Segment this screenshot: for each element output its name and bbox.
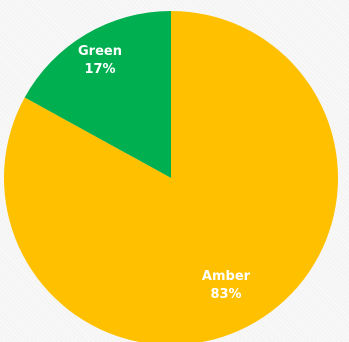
pie-slice-amber <box>4 11 338 342</box>
slice-label-amber-name: Amber <box>202 269 251 284</box>
slice-label-green-value: 17% <box>84 62 115 77</box>
pie-labels: Green 17% Amber 83% <box>78 44 251 302</box>
pie-slice-green <box>24 11 171 178</box>
slice-label-amber-value: 83% <box>210 287 241 302</box>
slice-label-green-name: Green <box>78 44 122 59</box>
pie-slices <box>4 11 338 342</box>
